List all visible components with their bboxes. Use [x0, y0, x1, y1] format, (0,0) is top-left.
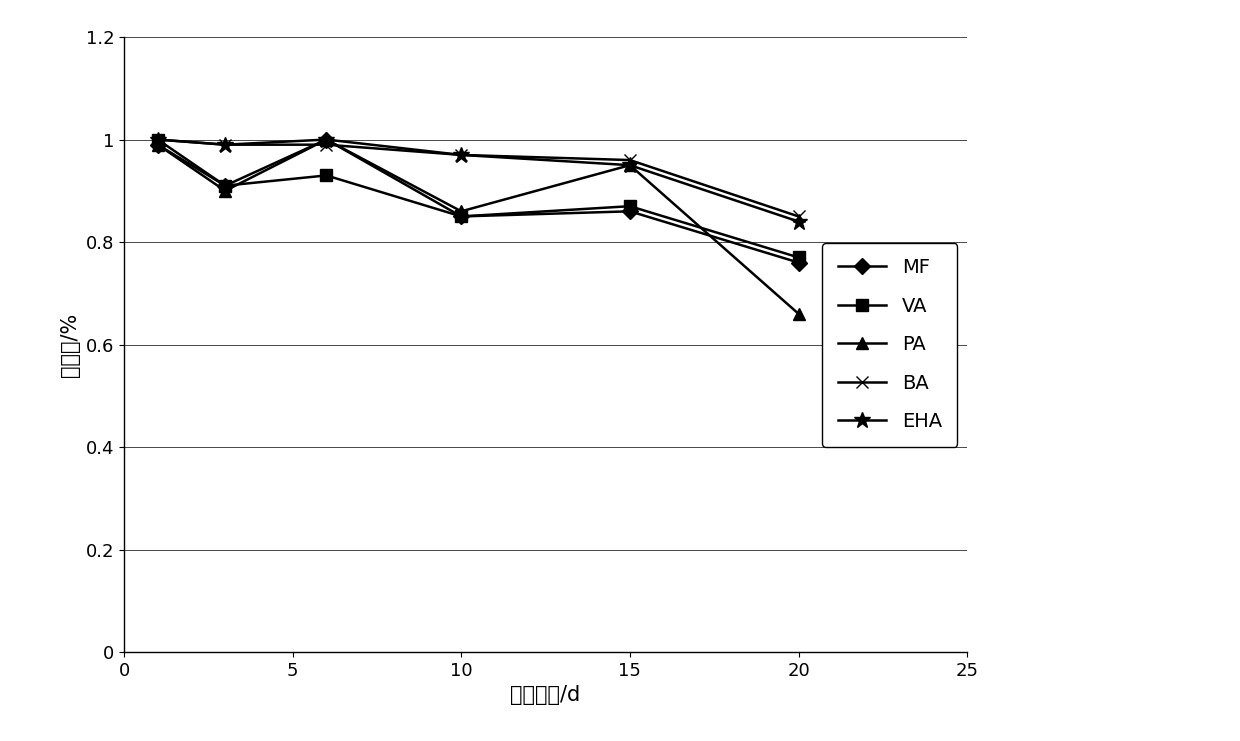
- MF: [791, 258, 806, 267]
- EHA: [150, 135, 165, 144]
- Legend: MF, VA, PA, BA, EHA: MF, VA, PA, BA, EHA: [822, 242, 957, 447]
- MF: [218, 182, 233, 190]
- BA: [454, 150, 469, 159]
- PA: [218, 187, 233, 196]
- Line: EHA: EHA: [149, 131, 807, 230]
- EHA: [622, 161, 637, 170]
- VA: [622, 202, 637, 210]
- PA: [791, 310, 806, 319]
- BA: [150, 135, 165, 144]
- EHA: [319, 135, 334, 144]
- Line: PA: PA: [151, 133, 805, 320]
- VA: [791, 253, 806, 262]
- Line: MF: MF: [153, 134, 804, 268]
- VA: [150, 135, 165, 144]
- MF: [319, 135, 334, 144]
- VA: [454, 212, 469, 221]
- VA: [319, 171, 334, 180]
- EHA: [218, 140, 233, 149]
- BA: [791, 212, 806, 221]
- MF: [150, 140, 165, 149]
- Line: BA: BA: [151, 133, 805, 223]
- BA: [319, 140, 334, 149]
- PA: [319, 135, 334, 144]
- BA: [622, 156, 637, 165]
- PA: [454, 207, 469, 216]
- Line: VA: VA: [153, 134, 804, 263]
- PA: [150, 140, 165, 149]
- BA: [218, 140, 233, 149]
- EHA: [791, 217, 806, 226]
- VA: [218, 182, 233, 190]
- PA: [622, 161, 637, 170]
- MF: [622, 207, 637, 216]
- Y-axis label: 回收率/%: 回收率/%: [60, 313, 81, 376]
- X-axis label: 保存时间/d: 保存时间/d: [511, 685, 580, 705]
- MF: [454, 212, 469, 221]
- EHA: [454, 150, 469, 159]
